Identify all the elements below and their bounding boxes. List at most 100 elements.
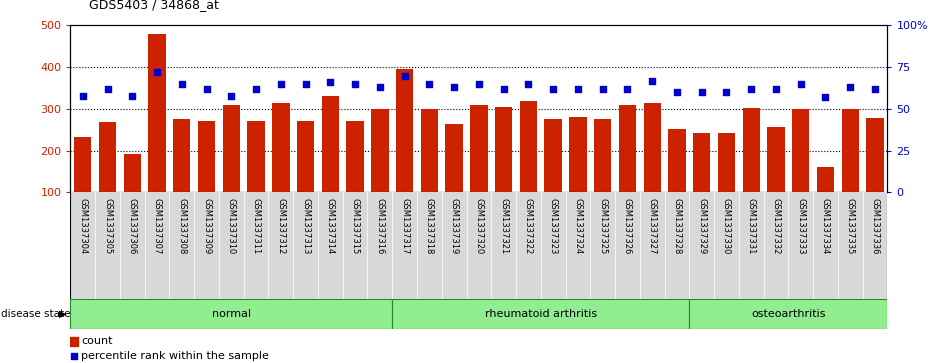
- Bar: [693, 133, 710, 234]
- Bar: [70, 337, 78, 346]
- Text: GSM1337327: GSM1337327: [648, 198, 656, 254]
- Bar: [569, 117, 587, 234]
- Text: GSM1337311: GSM1337311: [252, 198, 261, 254]
- Text: GSM1337317: GSM1337317: [400, 198, 409, 254]
- Point: [249, 86, 264, 92]
- Bar: [248, 121, 265, 234]
- Point: [694, 89, 709, 95]
- Bar: [470, 105, 487, 234]
- Bar: [545, 119, 562, 234]
- Point: [300, 283, 316, 289]
- Point: [570, 86, 585, 92]
- Bar: [643, 103, 661, 234]
- Bar: [421, 109, 438, 234]
- Text: GSM1337329: GSM1337329: [697, 198, 706, 254]
- Point: [868, 86, 883, 92]
- Point: [149, 69, 164, 75]
- Text: count: count: [81, 337, 113, 346]
- Bar: [297, 121, 315, 234]
- Bar: [346, 121, 363, 234]
- Point: [199, 86, 214, 92]
- Bar: [198, 121, 215, 234]
- Text: GSM1337310: GSM1337310: [227, 198, 236, 254]
- Bar: [519, 101, 537, 234]
- Point: [223, 93, 239, 98]
- Text: ▶: ▶: [59, 309, 67, 319]
- Point: [645, 78, 660, 83]
- Point: [768, 86, 783, 92]
- Point: [347, 81, 362, 87]
- Bar: [619, 105, 636, 234]
- Bar: [173, 119, 191, 234]
- Text: GSM1337315: GSM1337315: [350, 198, 360, 254]
- Bar: [445, 123, 463, 234]
- Point: [125, 93, 140, 98]
- Text: GSM1337323: GSM1337323: [548, 198, 558, 254]
- Bar: [743, 108, 760, 234]
- Text: GSM1337322: GSM1337322: [524, 198, 533, 254]
- FancyBboxPatch shape: [393, 299, 689, 329]
- Point: [595, 86, 610, 92]
- Bar: [396, 69, 413, 234]
- Text: GSM1337330: GSM1337330: [722, 198, 731, 254]
- Point: [521, 81, 536, 87]
- Bar: [223, 105, 240, 234]
- Text: rheumatoid arthritis: rheumatoid arthritis: [485, 309, 597, 319]
- Bar: [74, 137, 91, 234]
- Text: GSM1337304: GSM1337304: [78, 198, 87, 254]
- Text: GSM1337312: GSM1337312: [276, 198, 285, 254]
- Text: GSM1337316: GSM1337316: [376, 198, 384, 254]
- Text: GSM1337335: GSM1337335: [846, 198, 854, 254]
- Text: GSM1337305: GSM1337305: [103, 198, 112, 254]
- Text: GSM1337307: GSM1337307: [152, 198, 162, 254]
- Point: [670, 89, 685, 95]
- Text: GSM1337326: GSM1337326: [623, 198, 632, 254]
- Point: [546, 86, 561, 92]
- Bar: [669, 129, 685, 234]
- Point: [496, 86, 511, 92]
- Bar: [495, 107, 513, 234]
- Bar: [817, 167, 834, 234]
- Bar: [867, 118, 884, 234]
- Point: [719, 89, 734, 95]
- Point: [175, 81, 190, 87]
- Point: [298, 81, 313, 87]
- Text: GSM1337332: GSM1337332: [772, 198, 780, 254]
- Point: [273, 81, 288, 87]
- Point: [422, 81, 437, 87]
- Text: GSM1337308: GSM1337308: [177, 198, 186, 254]
- Text: GSM1337333: GSM1337333: [796, 198, 806, 254]
- Text: GDS5403 / 34868_at: GDS5403 / 34868_at: [89, 0, 219, 11]
- Point: [323, 79, 338, 85]
- Point: [842, 84, 857, 90]
- FancyBboxPatch shape: [689, 299, 887, 329]
- Bar: [272, 103, 289, 234]
- Text: GSM1337309: GSM1337309: [202, 198, 211, 254]
- Bar: [371, 109, 389, 234]
- Bar: [124, 154, 141, 234]
- Point: [818, 94, 833, 100]
- Bar: [767, 127, 785, 234]
- Bar: [841, 109, 859, 234]
- Text: GSM1337319: GSM1337319: [450, 198, 458, 254]
- Point: [397, 73, 412, 78]
- Text: GSM1337336: GSM1337336: [870, 198, 880, 254]
- Bar: [793, 109, 809, 234]
- Bar: [99, 122, 116, 234]
- Bar: [717, 133, 735, 234]
- Text: GSM1337321: GSM1337321: [500, 198, 508, 254]
- FancyBboxPatch shape: [70, 299, 393, 329]
- Point: [75, 93, 90, 98]
- Point: [447, 84, 462, 90]
- Text: GSM1337313: GSM1337313: [301, 198, 310, 254]
- Point: [793, 81, 808, 87]
- Text: normal: normal: [212, 309, 251, 319]
- Text: osteoarthritis: osteoarthritis: [751, 309, 825, 319]
- Text: GSM1337331: GSM1337331: [747, 198, 756, 254]
- Point: [471, 81, 486, 87]
- Text: GSM1337314: GSM1337314: [326, 198, 335, 254]
- Point: [100, 86, 115, 92]
- Text: disease state: disease state: [1, 309, 70, 319]
- Text: GSM1337306: GSM1337306: [128, 198, 137, 254]
- Text: GSM1337324: GSM1337324: [574, 198, 582, 254]
